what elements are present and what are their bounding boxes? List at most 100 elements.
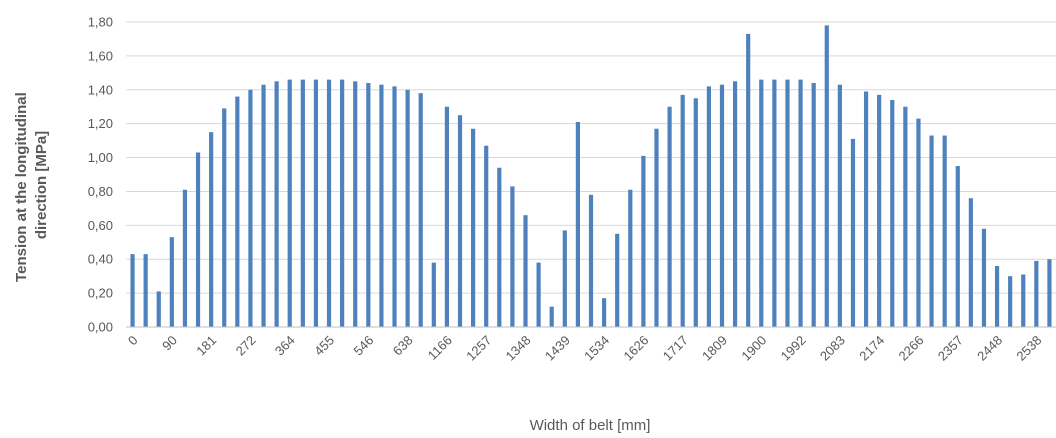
bar [615,233,620,327]
bar [497,167,502,327]
bar [785,79,790,327]
x-tick-label: 2083 [817,333,848,364]
bar [156,291,161,327]
bar [628,189,633,327]
bar [261,84,266,327]
bar [287,79,292,327]
x-tick-label: 1534 [581,333,612,364]
y-tick-label: 0,40 [88,252,113,267]
bar [968,198,973,327]
bar [654,128,659,327]
bar [379,84,384,327]
bar [706,86,711,327]
bar [693,98,698,327]
y-tick-label: 0,80 [88,184,113,199]
x-tick-label: 181 [193,333,219,359]
bar [850,138,856,327]
y-axis-title-line-2: direction [MPa] [33,131,50,239]
bar [981,228,987,327]
bar [746,33,751,327]
bar-series [130,25,1052,328]
y-tick-label: 1,60 [88,48,113,63]
bar [182,189,188,327]
bar [222,108,227,328]
x-tick-label: 546 [350,333,376,359]
bar [916,118,921,327]
x-tick-label: 1900 [738,333,769,364]
bar [313,79,319,327]
bar [143,254,148,327]
bar [431,262,436,327]
x-tick-label: 1348 [503,333,534,364]
bar [890,99,895,327]
bar [863,91,869,327]
bar [667,106,672,327]
bar [274,81,279,327]
y-axis-ticks: 0,00 0,20 0,40 0,60 0,80 1,00 1,20 1,40 1,60 1,80 [88,15,113,335]
bar [549,306,554,327]
bar [877,94,882,327]
bar [1021,274,1026,327]
x-tick-label: 2448 [974,333,1005,364]
bar [1047,259,1052,327]
bar [994,266,1000,327]
bar [759,79,764,327]
x-tick-label: 1439 [542,333,573,364]
x-tick-label: 1992 [778,333,809,364]
bar [484,145,489,327]
bar [536,262,541,327]
bar [811,83,816,327]
bar [353,81,358,327]
bar [903,106,908,327]
bar [130,254,135,327]
bar [392,86,397,327]
bar [235,96,240,327]
bar [942,135,947,327]
bar [444,106,450,327]
x-tick-label: 1717 [660,333,691,364]
bar [588,194,594,327]
bar [732,81,738,327]
bar [209,132,214,327]
y-axis-title: Tension at the longitudinal direction [M… [13,88,50,282]
bar [601,298,607,327]
bar [169,237,174,327]
bar [1008,276,1013,327]
y-tick-label: 0,20 [88,286,113,301]
y-tick-label: 0,00 [88,320,113,335]
y-tick-label: 0,60 [88,218,113,233]
x-tick-label: 1809 [699,333,730,364]
bar [929,135,934,327]
x-tick-label: 90 [159,333,180,354]
x-tick-label: 272 [233,333,259,359]
bar [641,155,646,327]
bar [523,215,528,327]
x-tick-label: 2538 [1013,333,1044,364]
bar [772,79,777,327]
x-tick-label: 1257 [463,333,494,364]
y-tick-label: 1,00 [88,150,113,165]
bar [418,93,423,328]
bar [405,89,410,328]
bar [1034,260,1039,327]
bar [575,121,581,327]
bar [195,152,201,327]
gridlines [126,21,1056,294]
bar [798,79,803,327]
bar [326,79,332,327]
x-tick-label: 638 [390,333,416,359]
bar [955,166,960,327]
x-tick-label: 0 [125,333,141,349]
x-axis-ticks: 0 90 181 272 364 455 546 638 1166 1257 1348 1439 153… [125,333,1045,364]
bar [457,115,463,327]
x-tick-label: 2174 [856,333,887,364]
bar [719,84,725,327]
bar [680,94,685,327]
x-tick-label: 364 [272,333,298,359]
x-tick-label: 455 [311,333,337,359]
bar [340,79,345,327]
bar [562,230,567,327]
y-axis-title-line-1: Tension at the longitudinal [13,92,30,282]
y-tick-label: 1,20 [88,116,113,131]
